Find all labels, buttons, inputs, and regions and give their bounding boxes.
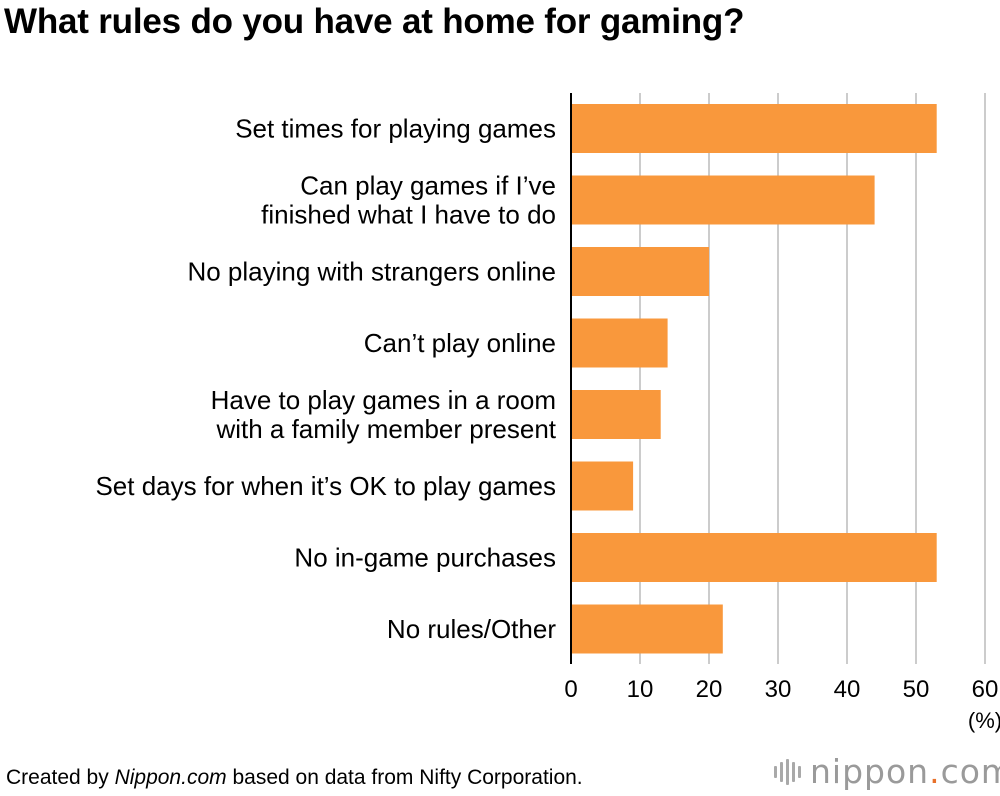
x-tick-label-20: 20 xyxy=(696,676,723,703)
bar-6 xyxy=(571,461,634,511)
bar-5 xyxy=(571,390,661,439)
logo-dot: . xyxy=(929,752,941,791)
category-label-5-line-1: Have to play games in a room xyxy=(211,385,556,415)
source-note: Created by Nippon.com based on data from… xyxy=(6,766,583,790)
source-suffix: based on data from Nifty Corporation. xyxy=(226,766,583,789)
bar-8 xyxy=(571,604,723,654)
logo-name: nippon xyxy=(810,752,930,791)
chart-title: What rules do you have at home for gamin… xyxy=(4,2,745,41)
x-tick-label-50: 50 xyxy=(903,676,930,703)
category-label-4: Can’t play online xyxy=(364,328,556,358)
bar-4 xyxy=(571,318,668,368)
source-prefix: Created by xyxy=(6,766,115,789)
x-tick-label-0: 0 xyxy=(564,676,577,703)
nippon-logo: nippon. com xyxy=(774,752,1000,791)
category-label-7: No in-game purchases xyxy=(294,543,556,573)
category-label-5-line-2: with a family member present xyxy=(215,414,556,444)
x-tick-label-10: 10 xyxy=(627,676,654,703)
x-tick-label-60: 60 xyxy=(972,676,999,703)
x-tick-label-30: 30 xyxy=(765,676,792,703)
bar-2 xyxy=(571,175,875,225)
bar-7 xyxy=(571,533,937,582)
bar-1 xyxy=(571,104,937,153)
category-label-8: No rules/Other xyxy=(387,614,556,644)
category-label-2-line-1: Can play games if I’ve xyxy=(300,171,556,201)
bar-chart: Set times for playing games Can play game… xyxy=(95,93,1000,733)
source-site: Nippon.com xyxy=(114,766,227,789)
x-tick-label-40: 40 xyxy=(834,676,861,703)
logo-bars-icon xyxy=(774,758,804,785)
category-label-3: No playing with strangers online xyxy=(187,257,556,287)
bar-3 xyxy=(571,247,709,296)
logo-tld: com xyxy=(940,752,1000,791)
category-label-2-line-2: finished what I have to do xyxy=(261,200,556,230)
x-unit-label: (%) xyxy=(968,708,1000,733)
category-label-1: Set times for playing games xyxy=(235,114,556,144)
category-label-6: Set days for when it’s OK to play games xyxy=(95,471,556,501)
